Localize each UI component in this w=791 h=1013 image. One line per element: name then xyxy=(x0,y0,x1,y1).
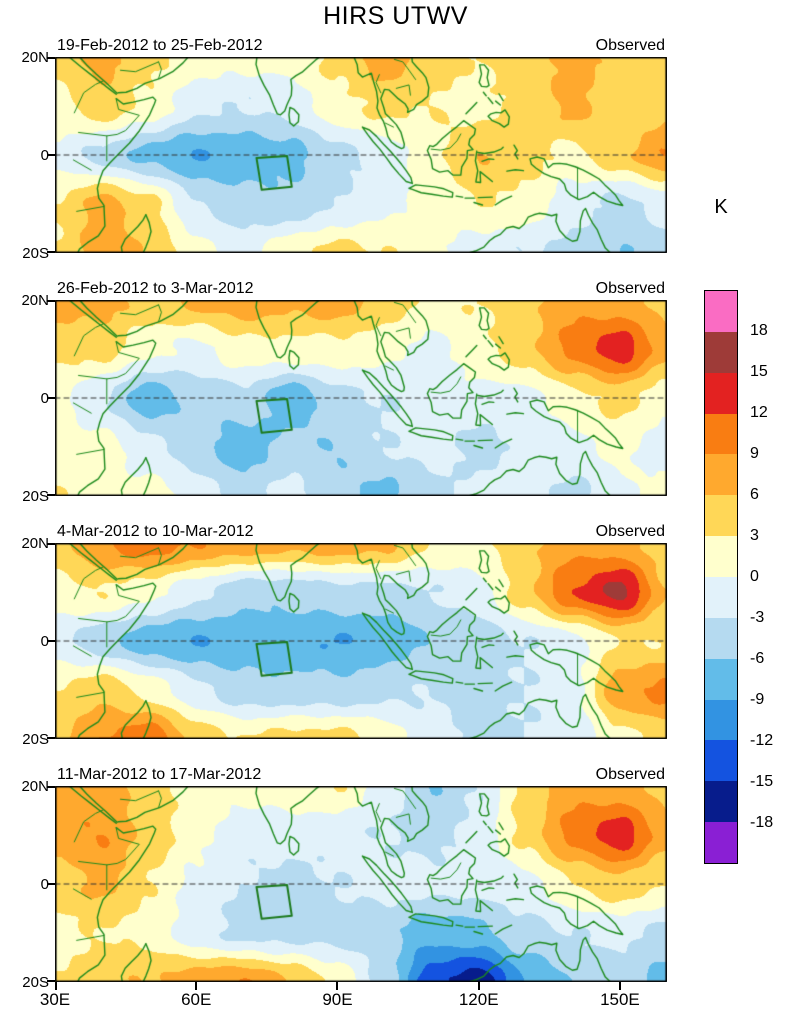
x-tick-mark xyxy=(336,982,339,990)
panel-1-header: 19-Feb-2012 to 25-Feb-2012 Observed xyxy=(55,33,667,57)
colorbar-tick-label: 15 xyxy=(750,363,768,380)
y-tick-mark xyxy=(47,883,55,885)
x-tick-mark xyxy=(618,982,621,990)
lon-tick-label: 120E xyxy=(458,990,499,1009)
panel-3-header: 4-Mar-2012 to 10-Mar-2012 Observed xyxy=(55,519,667,543)
y-tick-mark xyxy=(47,640,55,642)
y-tick-mark xyxy=(47,397,55,399)
panel-4-date-range: 11-Mar-2012 to 17-Mar-2012 xyxy=(57,766,262,783)
colorbar-band xyxy=(705,331,737,373)
lat-tick-label: 20S xyxy=(22,731,49,748)
x-tick-mark xyxy=(55,982,57,990)
colorbar-tick-label: 3 xyxy=(750,527,759,544)
colorbar-band xyxy=(705,617,737,659)
panel-2-date-range: 26-Feb-2012 to 3-Mar-2012 xyxy=(57,280,254,297)
colorbar-band xyxy=(705,495,737,537)
panel-4-map-canvas xyxy=(55,786,667,982)
colorbar-band xyxy=(705,699,737,741)
panel-2-map: 20N 0 20S xyxy=(21,292,667,505)
panel-1: 19-Feb-2012 to 25-Feb-2012 Observed 20N … xyxy=(21,33,667,262)
panel-3-map-canvas xyxy=(55,543,667,739)
lon-tick-label: 150E xyxy=(600,990,640,1009)
y-tick-mark xyxy=(47,300,55,302)
lat-tick-label: 0 xyxy=(40,876,49,893)
y-tick-mark xyxy=(47,543,55,545)
lat-tick-label: 0 xyxy=(40,390,49,407)
colorbar-bands xyxy=(704,290,738,864)
panel-3-map: 20N 0 20S xyxy=(21,535,667,748)
panel-2: 26-Feb-2012 to 3-Mar-2012 Observed 20N 0… xyxy=(21,276,667,505)
colorbar-band xyxy=(705,413,737,455)
x-tick-mark xyxy=(195,982,198,990)
panel-1-source-label: Observed xyxy=(595,37,665,54)
panel-2-map-canvas xyxy=(55,300,667,496)
figure-title: HIRS UTWV xyxy=(323,2,468,30)
panel-2-header: 26-Feb-2012 to 3-Mar-2012 Observed xyxy=(55,276,667,300)
panel-1-date-range: 19-Feb-2012 to 25-Feb-2012 xyxy=(57,37,263,54)
x-tick-mark xyxy=(477,982,480,990)
lat-tick-label: 0 xyxy=(40,147,49,164)
colorbar-band xyxy=(705,781,737,823)
colorbar-tick-label: -18 xyxy=(750,814,774,831)
panel-2-source-label: Observed xyxy=(595,280,665,297)
lon-tick-label: 60E xyxy=(181,990,212,1009)
colorbar-tick-label: 9 xyxy=(750,445,759,462)
panel-3-source-label: Observed xyxy=(595,523,665,540)
lat-tick-label: 0 xyxy=(40,633,49,650)
lon-tick-label: 90E xyxy=(322,990,353,1009)
colorbar-band xyxy=(705,536,737,578)
colorbar-tick-label: -12 xyxy=(750,732,774,749)
colorbar-unit-label: K xyxy=(714,196,728,218)
y-tick-mark xyxy=(47,786,55,788)
panel-4: 11-Mar-2012 to 17-Mar-2012 Observed 20N … xyxy=(21,762,667,1009)
colorbar-band xyxy=(705,658,737,700)
colorbar-band xyxy=(705,577,737,618)
lat-tick-label: 20N xyxy=(21,535,49,552)
lon-tick-label: 30E xyxy=(39,990,71,1009)
y-tick-mark xyxy=(47,251,55,253)
y-tick-mark xyxy=(47,737,55,739)
y-tick-mark xyxy=(47,154,55,156)
colorbar-band xyxy=(705,291,737,332)
colorbar-tick-label: -3 xyxy=(750,609,765,626)
lat-tick-label: 20N xyxy=(21,49,49,66)
panel-3-date-range: 4-Mar-2012 to 10-Mar-2012 xyxy=(57,523,254,540)
lat-tick-label: 20S xyxy=(22,488,49,505)
panel-3: 4-Mar-2012 to 10-Mar-2012 Observed 20N 0… xyxy=(21,519,667,748)
colorbar-tick-label: 12 xyxy=(750,404,768,421)
colorbar-band xyxy=(705,740,737,782)
colorbar-tick-label: -15 xyxy=(750,773,774,790)
y-tick-mark xyxy=(47,494,55,496)
colorbar-tick-label: -9 xyxy=(750,691,765,708)
y-tick-mark xyxy=(47,57,55,59)
colorbar: 18 15 12 9 6 3 0 -3 -6 -9 -12 -15 -18 xyxy=(704,290,773,864)
lat-tick-label: 20N xyxy=(21,292,49,309)
colorbar-tick-label: 18 xyxy=(750,322,768,339)
colorbar-band xyxy=(705,372,737,414)
y-tick-mark xyxy=(47,980,55,982)
lat-tick-label: 20N xyxy=(21,778,49,795)
colorbar-tick-label: 0 xyxy=(750,568,759,585)
lat-tick-label: 20S xyxy=(22,974,49,991)
colorbar-tick-label: 6 xyxy=(750,486,759,503)
colorbar-band xyxy=(705,822,737,864)
panel-4-source-label: Observed xyxy=(595,766,665,783)
colorbar-tick-label: -6 xyxy=(750,650,765,667)
panel-4-map: 20N 0 20S 30E 60E 90E 120E 150E xyxy=(21,778,667,1009)
panel-1-map-canvas xyxy=(55,57,667,253)
panel-1-map: 20N 0 20S xyxy=(21,49,667,262)
colorbar-band xyxy=(705,454,737,496)
lat-tick-label: 20S xyxy=(22,245,49,262)
panel-4-header: 11-Mar-2012 to 17-Mar-2012 Observed xyxy=(55,762,667,786)
